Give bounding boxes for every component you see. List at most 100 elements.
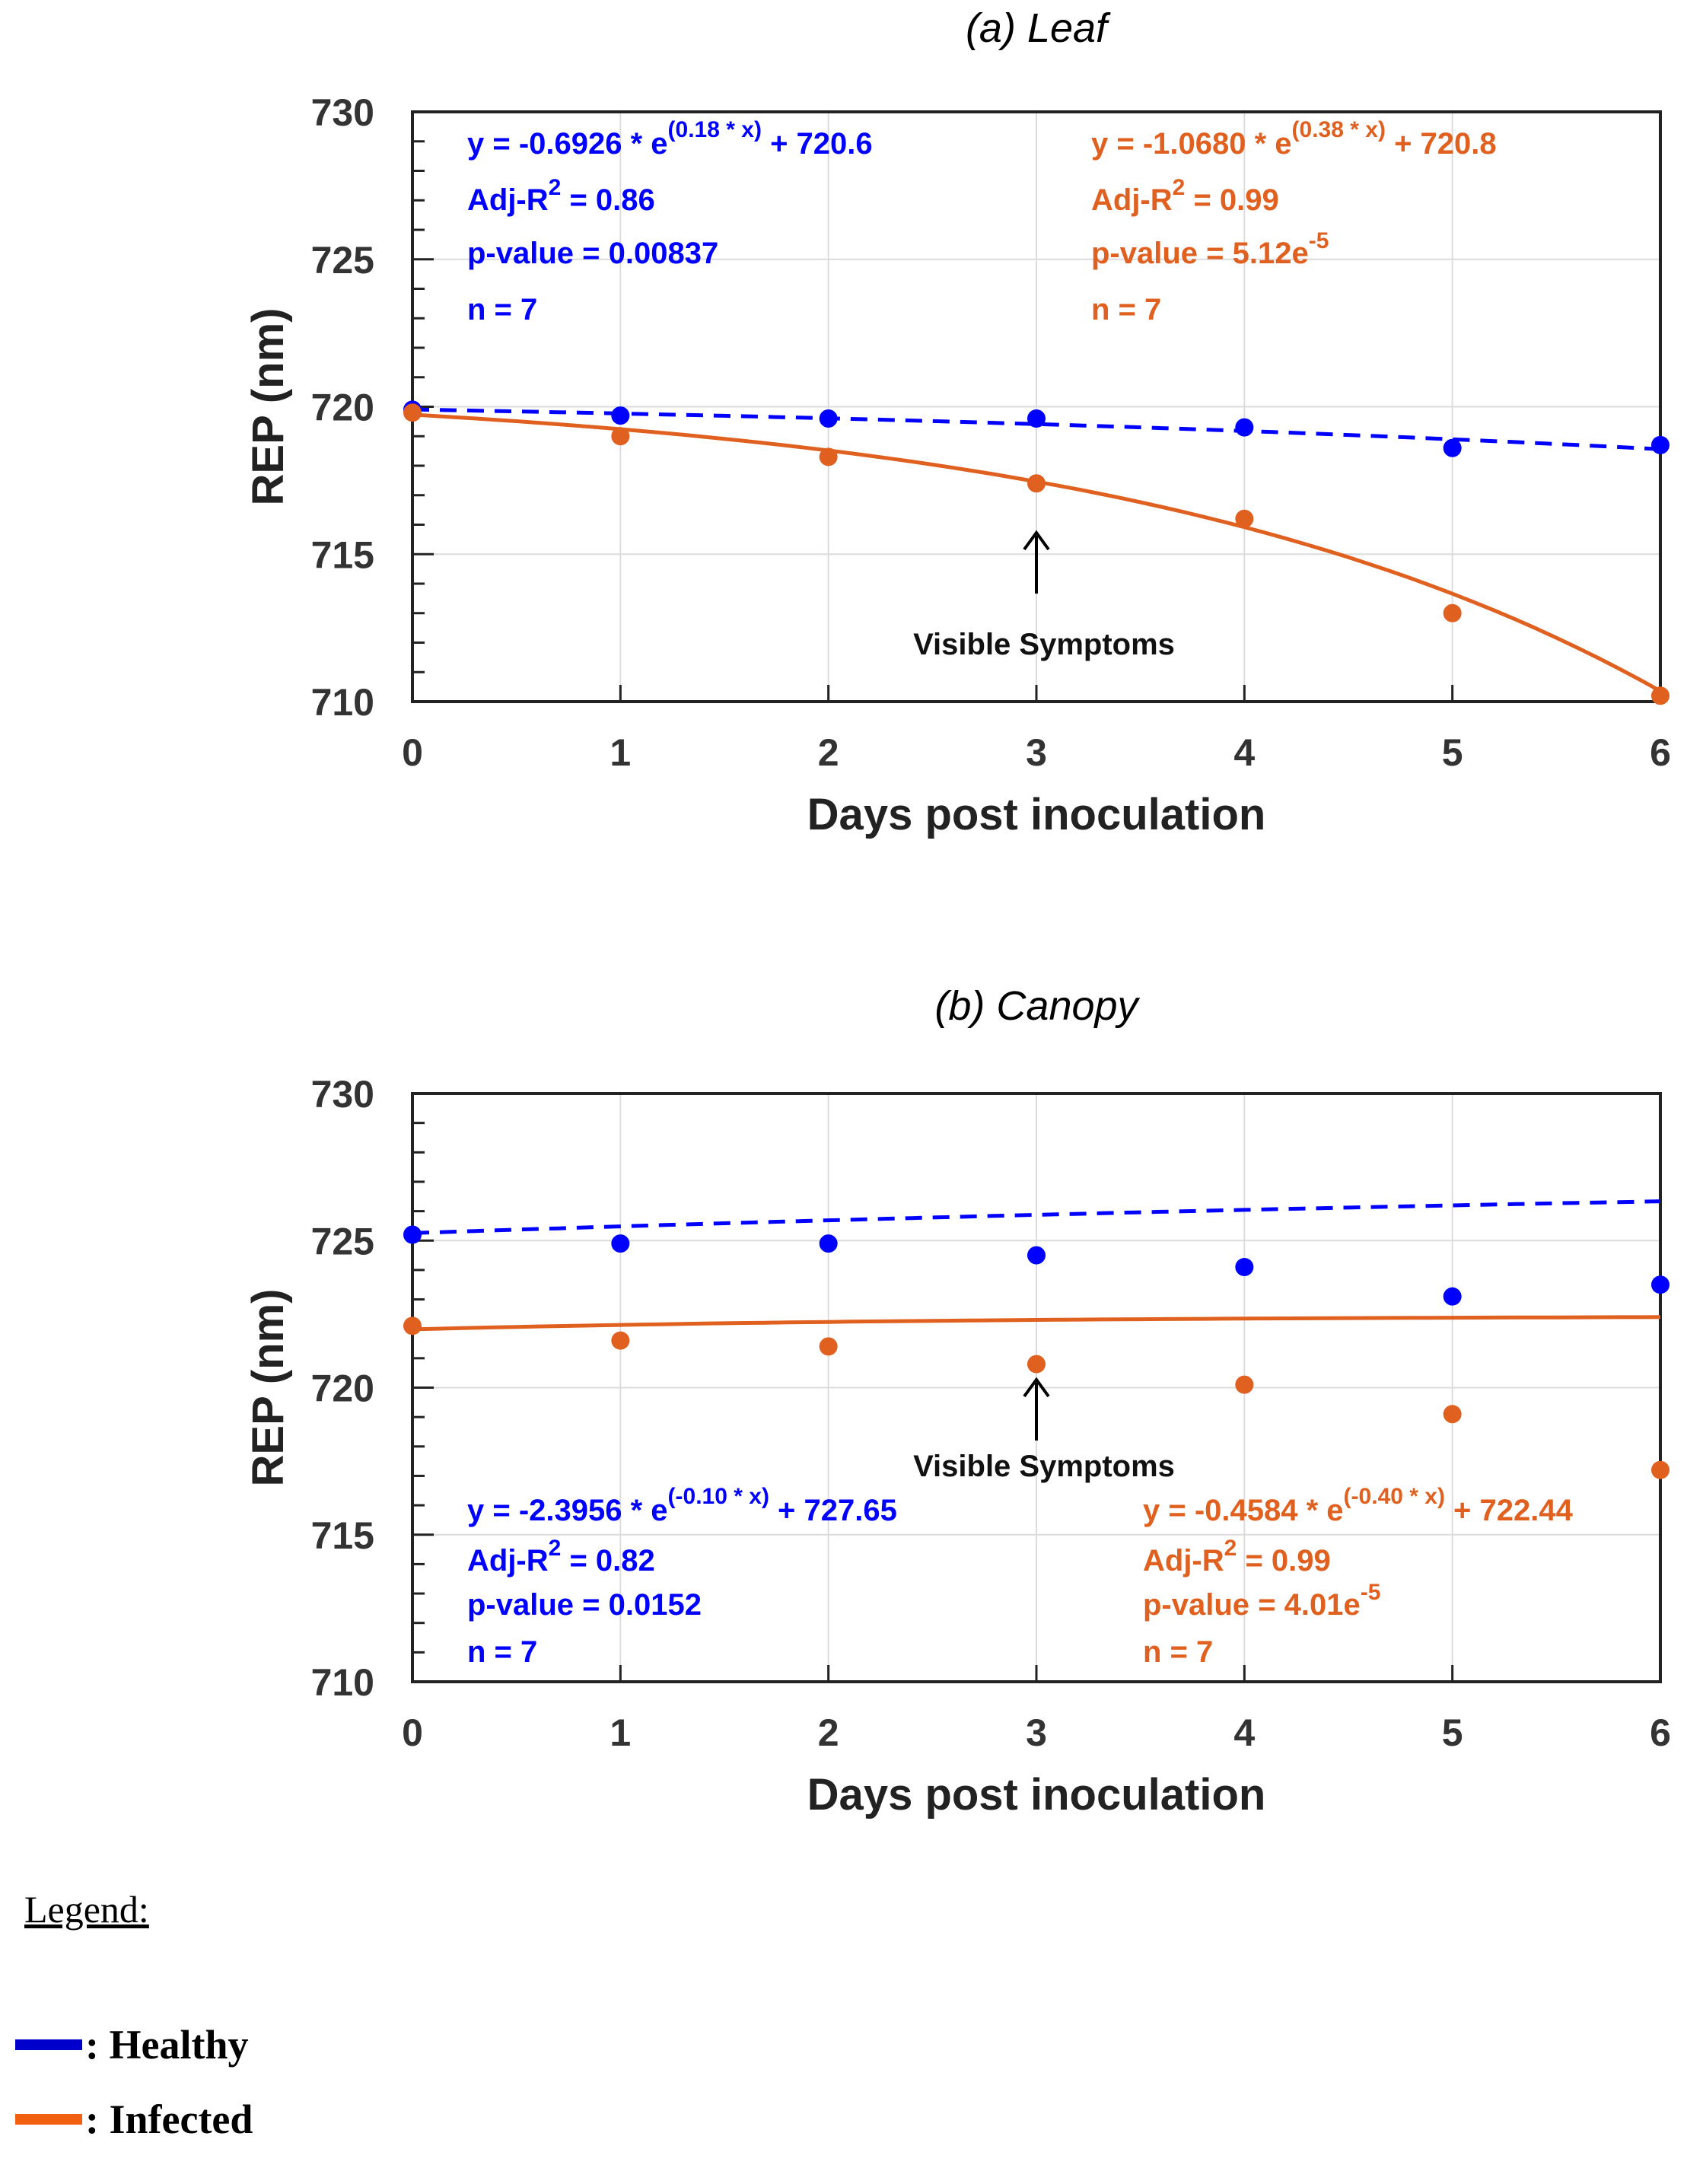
- legend-title: Legend:: [24, 1888, 149, 1931]
- equation-base: y = -0.6926 * e: [467, 127, 668, 161]
- equation-base: y = -0.4584 * e: [1143, 1494, 1344, 1527]
- x-tick-label: 3: [1026, 1711, 1047, 1754]
- data-point-infected: [819, 1337, 838, 1356]
- equation-base: y = -2.3956 * e: [467, 1494, 668, 1527]
- y-tick-label: 725: [311, 1220, 374, 1262]
- x-tick-label: 4: [1233, 731, 1255, 774]
- data-point-infected: [1651, 1460, 1669, 1479]
- adj-r2: Adj-R2 = 0.86: [467, 175, 655, 217]
- data-point-infected: [1235, 509, 1254, 528]
- y-tick-label: 730: [311, 91, 374, 134]
- data-point-healthy: [1235, 418, 1254, 437]
- adj-r2-superscript: 2: [1224, 1536, 1237, 1561]
- data-point-healthy: [611, 406, 630, 425]
- data-point-infected: [1443, 603, 1462, 622]
- y-tick-label: 715: [311, 533, 374, 576]
- x-tick-label: 0: [402, 731, 423, 774]
- equation-constant: + 727.65: [769, 1494, 897, 1527]
- y-axis-label: REP (nm): [244, 1289, 293, 1487]
- y-axis-label: REP (nm): [244, 308, 293, 506]
- data-point-healthy: [1443, 1287, 1462, 1306]
- data-point-infected: [403, 403, 422, 422]
- equation-exponent: (0.38 * x): [1292, 117, 1386, 142]
- legend: Legend: : Healthy : Infected: [15, 1887, 253, 2157]
- p-value: p-value = 0.0152: [467, 1588, 702, 1622]
- adj-r2: Adj-R2 = 0.99: [1091, 175, 1279, 217]
- fit-annotation-infected: y = -0.4584 * e(-0.40 * x) + 722.44 Adj-R…: [1143, 1484, 1574, 1669]
- fit-annotation-infected: y = -1.0680 * e(0.38 * x) + 720.8 Adj-R2 …: [1091, 117, 1497, 326]
- data-point-healthy: [1443, 438, 1462, 457]
- p-value: p-value = 0.00837: [467, 237, 718, 270]
- legend-label-infected: : Infected: [85, 2096, 253, 2142]
- fit-annotation-healthy: y = -0.6926 * e(0.18 * x) + 720.6 Adj-R2 …: [467, 117, 873, 326]
- fit-annotation-healthy: y = -2.3956 * e(-0.10 * x) + 727.65 Adj-R…: [467, 1484, 897, 1669]
- p-value-base: p-value = 4.01e: [1143, 1588, 1361, 1622]
- p-value-base: p-value = 0.0152: [467, 1588, 702, 1622]
- p-value: p-value = 5.12e-5: [1091, 228, 1329, 270]
- data-point-healthy: [1027, 1246, 1046, 1265]
- data-point-healthy: [1651, 1275, 1669, 1294]
- legend-swatch-infected: [15, 2114, 82, 2125]
- p-value-exponent: -5: [1309, 228, 1329, 253]
- fit-equation: y = -2.3956 * e(-0.10 * x) + 727.65: [467, 1484, 897, 1527]
- equation-exponent: (0.18 * x): [668, 117, 762, 142]
- p-value-base: p-value = 0.00837: [467, 237, 718, 270]
- data-point-infected: [611, 427, 630, 446]
- x-tick-label: 0: [402, 1711, 423, 1754]
- y-tick-label: 720: [311, 387, 374, 429]
- adj-r2-value: = 0.99: [1237, 1544, 1330, 1578]
- legend-swatch-healthy: [15, 2039, 82, 2050]
- equation-base: y = -1.0680 * e: [1091, 127, 1292, 161]
- chart-panel-b: (b) Canopy 710 715 720 725 730 0 1 2 3 4 5 6 Days pos…: [244, 983, 1671, 1819]
- fit-line-infected: [412, 1315, 1661, 1332]
- adj-r2-label: Adj-R: [1143, 1544, 1224, 1578]
- data-point-healthy: [1235, 1258, 1254, 1277]
- x-axis-label: Days post inoculation: [807, 790, 1266, 839]
- fit-equation: y = -1.0680 * e(0.38 * x) + 720.8: [1091, 117, 1497, 161]
- data-point-infected: [611, 1331, 630, 1350]
- chart-title: (b) Canopy: [934, 983, 1140, 1029]
- y-tick-label: 710: [311, 681, 374, 724]
- x-tick-label: 3: [1026, 731, 1047, 774]
- legend-item-infected: : Infected: [15, 2082, 253, 2157]
- data-point-healthy: [1651, 435, 1669, 454]
- x-tick-label: 5: [1442, 1711, 1463, 1754]
- p-value-base: p-value = 5.12e: [1091, 237, 1309, 270]
- x-tick-label: 6: [1650, 731, 1671, 774]
- legend-label-healthy: : Healthy: [85, 2022, 249, 2068]
- data-point-infected: [1651, 686, 1669, 705]
- y-tick-label: 730: [311, 1073, 374, 1116]
- y-tick-label: 725: [311, 239, 374, 282]
- adj-r2: Adj-R2 = 0.99: [1143, 1536, 1331, 1578]
- adj-r2-label: Adj-R: [467, 1544, 549, 1578]
- fit-equation: y = -0.4584 * e(-0.40 * x) + 722.44: [1143, 1484, 1574, 1527]
- x-tick-label: 1: [610, 731, 631, 774]
- x-tick-label: 2: [818, 1711, 839, 1754]
- data-point-healthy: [611, 1234, 630, 1253]
- adj-r2-superscript: 2: [1173, 175, 1186, 200]
- sample-size: n = 7: [467, 1635, 537, 1669]
- data-point-infected: [1235, 1375, 1254, 1394]
- sample-size: n = 7: [1091, 293, 1161, 326]
- x-tick-label: 2: [818, 731, 839, 774]
- p-value-exponent: -5: [1361, 1580, 1381, 1605]
- visible-symptoms-label: Visible Symptoms: [913, 1450, 1175, 1483]
- data-point-infected: [819, 447, 838, 466]
- p-value: p-value = 4.01e-5: [1143, 1580, 1380, 1622]
- x-tick-label: 5: [1442, 731, 1463, 774]
- data-point-infected: [1443, 1405, 1462, 1424]
- x-tick-label: 4: [1233, 1711, 1255, 1754]
- sample-size: n = 7: [1143, 1635, 1213, 1669]
- data-point-infected: [1027, 1355, 1046, 1374]
- data-point-healthy: [819, 409, 838, 428]
- data-point-infected: [403, 1316, 422, 1336]
- y-tick-label: 710: [311, 1661, 374, 1704]
- equation-exponent: (-0.40 * x): [1344, 1484, 1445, 1509]
- chart-title: (a) Leaf: [966, 5, 1111, 51]
- adj-r2-label: Adj-R: [1091, 183, 1173, 217]
- data-point-healthy: [1027, 409, 1046, 428]
- data-point-healthy: [819, 1234, 838, 1253]
- data-point-infected: [1027, 474, 1046, 493]
- symptom-arrow-head: [1023, 1377, 1050, 1398]
- adj-r2-superscript: 2: [549, 175, 562, 200]
